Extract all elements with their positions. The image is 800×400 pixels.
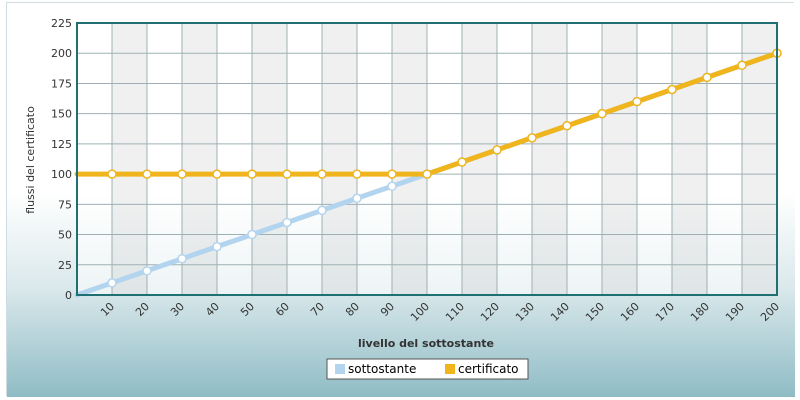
y-axis-title: flussi del certificato [24,106,37,214]
data-point-certificato [562,121,572,131]
data-point-certificato [422,169,432,179]
data-point-certificato [632,96,642,107]
grid-band [742,23,777,295]
data-point-certificato [247,169,257,179]
data-point-certificato [667,84,677,95]
y-tick-label: 225 [51,17,72,30]
data-point-certificato [597,108,607,119]
data-point-certificato [737,60,747,71]
data-point-sottostante [142,266,152,276]
data-point-sottostante [107,278,117,288]
x-axis-title: livello del sottostante [358,337,494,350]
data-point-certificato [142,169,152,179]
grid-band [532,23,567,295]
data-point-certificato [177,169,187,179]
data-point-sottostante [317,205,327,216]
data-point-sottostante [177,253,187,264]
legend-box [326,358,529,380]
data-point-sottostante [212,241,222,252]
data-point-certificato [352,169,362,179]
y-tick-label: 25 [58,259,72,272]
data-point-certificato [492,145,502,155]
legend-label-sottostante: sottostante [348,362,416,376]
data-point-sottostante [387,181,397,191]
data-point-certificato [527,133,537,143]
legend-swatch-sottostante [335,364,345,374]
grid-band [672,23,707,295]
data-point-certificato [212,169,222,179]
y-tick-label: 125 [51,138,72,151]
grid-band [602,23,637,295]
y-tick-label: 0 [65,289,72,302]
legend: sottostante certificato [326,358,529,380]
y-tick-label: 75 [58,198,72,211]
data-point-certificato [107,169,117,179]
data-point-sottostante [247,229,257,240]
y-tick-label: 175 [51,77,72,90]
grid-band [252,23,287,295]
data-point-sottostante [352,193,362,204]
data-point-sottostante [282,217,292,228]
legend-swatch-certificato [445,364,455,374]
data-point-certificato [282,169,292,179]
data-point-certificato [702,72,712,83]
grid-band [322,23,357,295]
y-tick-label: 50 [58,229,72,242]
legend-label-certificato: certificato [458,362,519,376]
y-tick-label: 200 [51,47,72,60]
chart-container: 0 25 50 75 100 125 150 175 200 225 10 20 30 40 50 60 70… [6,2,795,397]
data-point-certificato [457,157,467,167]
y-tick-label: 150 [51,108,72,121]
grid-band [392,23,427,295]
data-point-certificato [387,169,397,179]
data-point-certificato [317,169,327,179]
grid-band [112,23,147,295]
y-tick-label: 100 [51,168,72,181]
